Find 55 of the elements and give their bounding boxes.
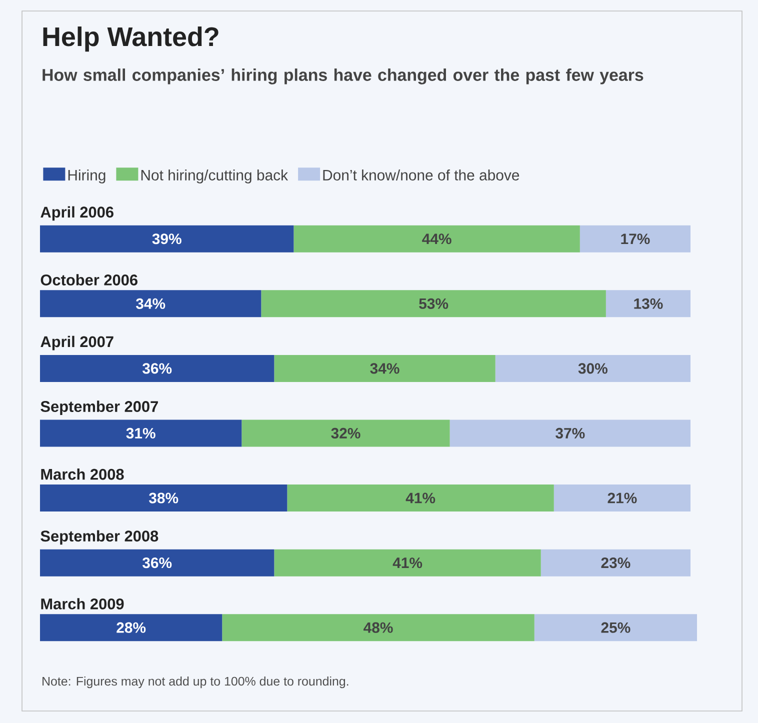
data-label: 13% [634,298,663,309]
bar [606,290,691,318]
data-label: 17% [621,234,650,244]
y-tick-label: October 2006 [40,274,138,286]
bar [222,614,534,642]
data-label: 36% [142,363,172,374]
bar [580,225,691,252]
bar [287,484,554,512]
chart-title: Help Wanted? [43,26,218,52]
bar [495,354,691,382]
bar [274,354,496,382]
data-label: 23% [601,558,630,568]
y-tick-label: September 2007 [40,400,158,416]
bar [274,549,541,576]
bar [554,484,691,512]
bar [40,484,288,512]
bar [534,614,698,642]
data-label: 21% [608,492,637,504]
bar [40,549,274,576]
data-label: 44% [422,234,452,244]
data-label: 32% [331,428,360,439]
bar [40,225,294,252]
data-label: 28% [116,622,146,633]
bar [40,420,242,447]
legend-label: Don’t know/none of the above [323,169,520,180]
y-tick-label: April 2006 [40,206,114,221]
data-label: 31% [126,428,156,439]
bar [450,420,691,447]
data-label: 25% [601,622,630,633]
data-label: 36% [142,558,172,568]
bar [540,549,691,576]
data-label: 34% [136,298,166,309]
legend-label: Not hiring/cutting back [141,169,288,184]
y-tick-label: March 2008 [41,468,124,480]
legend-label: Hiring [68,169,106,184]
bar [40,290,262,318]
bar [261,290,606,318]
data-label: 38% [148,492,178,504]
data-label: 30% [578,363,608,374]
data-label: 53% [419,298,448,309]
y-tick-label: September 2008 [40,530,158,545]
bar [242,420,450,447]
chart-subtitle: How small companies’ hiring plans have changed over the past few years [42,68,644,84]
text: Note: Figures may not add up to 100% due to rounding. [42,676,348,688]
bar [40,354,274,382]
data-label: 41% [406,492,436,504]
data-label: 48% [364,622,393,633]
y-tick-label: April 2007 [40,336,114,350]
bar [40,614,222,642]
data-label: 39% [152,234,182,244]
y-tick-label: March 2009 [41,598,124,610]
data-label: 34% [370,363,400,374]
data-label: 41% [392,558,422,568]
bar [294,225,580,252]
data-label: 37% [556,428,585,439]
